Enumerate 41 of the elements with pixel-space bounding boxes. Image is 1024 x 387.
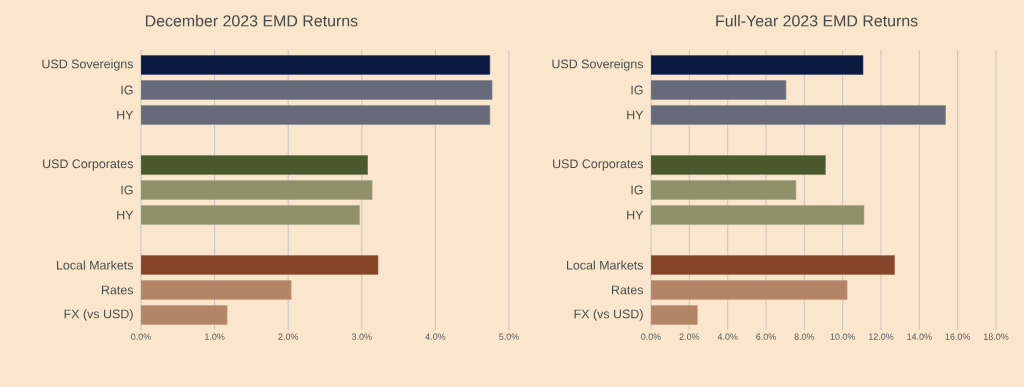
chart-title: December 2023 EMD Returns <box>145 14 358 27</box>
y-tick-label: Rates <box>101 285 134 295</box>
y-tick-label: Rates <box>611 285 644 295</box>
y-tick-label: IG <box>121 185 133 195</box>
y-tick-label: IG <box>121 85 133 95</box>
y-tick-label: USD Sovereigns <box>42 59 134 71</box>
x-tick-label: 4.0% <box>717 333 738 340</box>
y-tick-label: USD Corporates <box>43 159 134 171</box>
x-tick-label: 18.0% <box>983 333 1009 340</box>
y-tick-label: IG <box>631 85 643 95</box>
chart-title: Full-Year 2023 EMD Returns <box>716 14 918 27</box>
y-tick-label: Local Markets <box>56 260 134 270</box>
x-tick-label: 14.0% <box>907 333 932 340</box>
y-tick-label: USD Sovereigns <box>552 59 644 71</box>
x-tick-label: 1.0% <box>205 333 225 340</box>
x-tick-label: 5.0% <box>499 333 519 340</box>
x-tick-label: 6.0% <box>756 333 776 340</box>
y-tick-label: HY <box>117 110 134 120</box>
y-tick-label: FX (vs USD) <box>64 309 133 321</box>
x-tick-label: 4.0% <box>425 333 446 340</box>
x-tick-label: 16.0% <box>945 333 971 340</box>
y-tick-label: IG <box>631 185 643 195</box>
x-tick-label: 12.0% <box>868 333 894 340</box>
x-tick-label: 2.0% <box>679 333 700 340</box>
y-tick-label: HY <box>627 110 644 120</box>
x-tick-label: 2.0% <box>278 333 299 340</box>
x-tick-label: 3.0% <box>351 333 372 340</box>
bar <box>651 305 698 325</box>
y-tick-label: HY <box>627 210 644 220</box>
x-tick-label: 0.0% <box>131 333 151 340</box>
bar <box>651 105 946 125</box>
bar <box>651 255 895 275</box>
x-tick-label: 0.0% <box>641 333 661 340</box>
y-tick-label: FX (vs USD) <box>574 309 643 321</box>
bar <box>651 280 848 300</box>
y-tick-label: Local Markets <box>566 260 644 270</box>
bar <box>651 155 826 175</box>
y-tick-label: HY <box>117 210 134 220</box>
x-tick-label: 10.0% <box>830 333 856 340</box>
y-tick-label: USD Corporates <box>553 159 644 171</box>
x-tick-label: 8.0% <box>794 333 815 340</box>
